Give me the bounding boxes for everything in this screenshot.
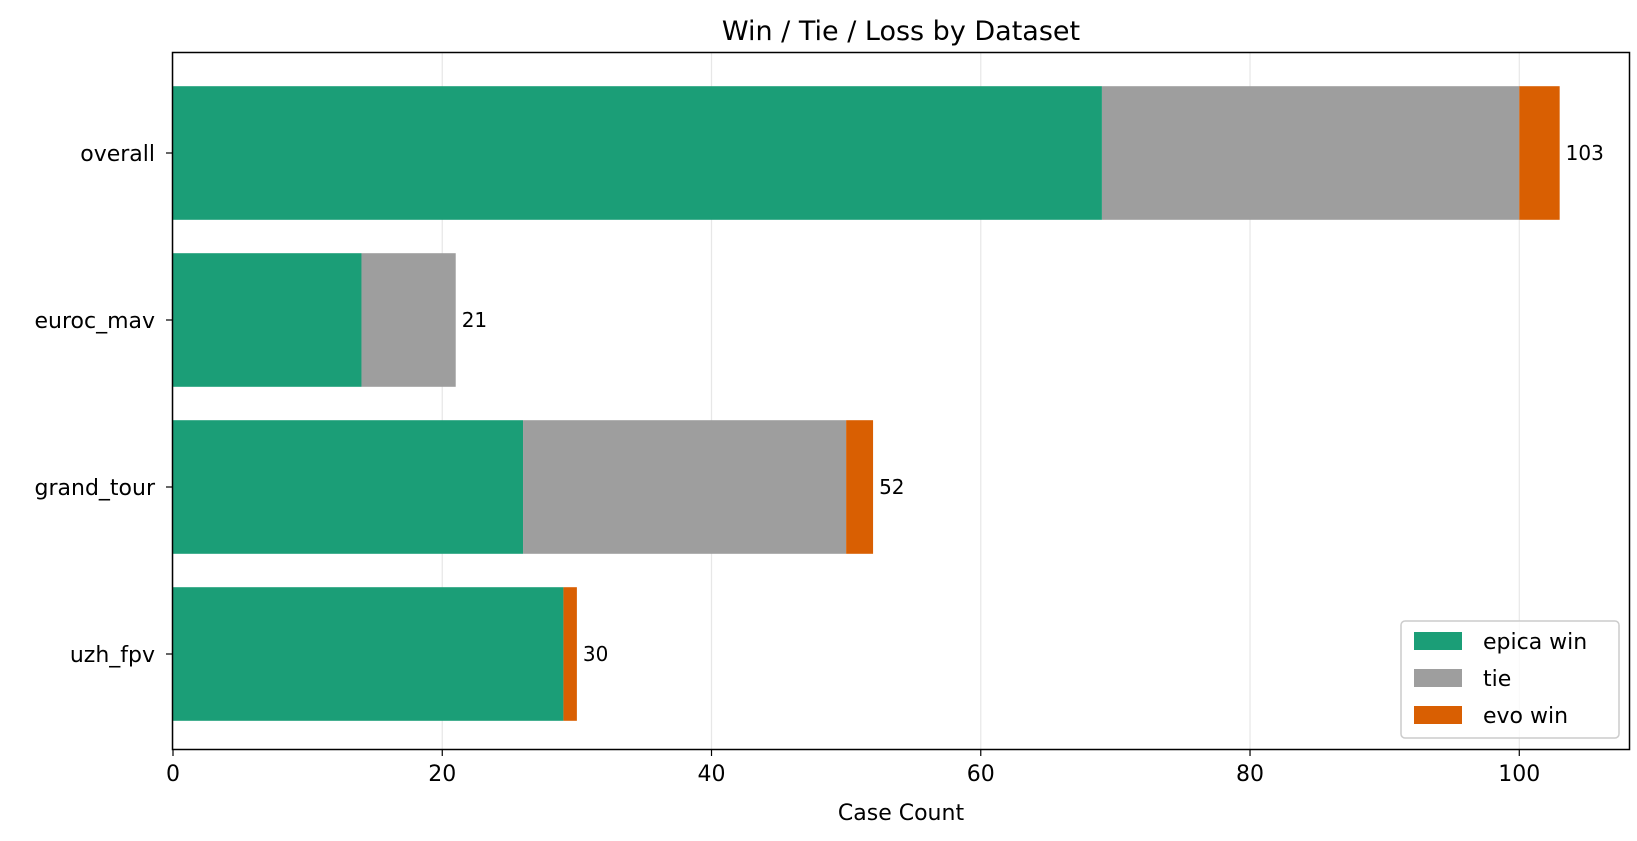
bar-evo-win-grand-tour	[846, 420, 874, 554]
legend: epica win tie evo win	[1400, 620, 1620, 739]
bar-evo-win-uzh-fpv	[563, 587, 577, 721]
x-tick-label: 40	[698, 762, 726, 787]
bar-tie-overall	[1101, 86, 1520, 220]
y-tick-label: uzh_fpv	[70, 643, 155, 668]
y-tick-label: overall	[80, 142, 155, 167]
legend-label: tie	[1483, 667, 1511, 692]
y-tick-label: euroc_mav	[34, 309, 155, 334]
x-axis-label: Case Count	[838, 801, 965, 826]
bar-epica-win-grand-tour	[173, 420, 524, 554]
legend-swatch	[1414, 669, 1462, 687]
bar-tie-euroc-mav	[361, 253, 456, 387]
bar-evo-win-overall	[1519, 86, 1560, 220]
bar-tie-grand-tour	[523, 420, 847, 554]
y-axis-ticks: overall euroc_mav grand_tour uzh_fpv	[34, 142, 173, 668]
x-tick-label: 20	[428, 762, 456, 787]
y-tick-label: grand_tour	[35, 476, 156, 501]
bars	[173, 86, 1560, 721]
bar-epica-win-uzh-fpv	[173, 587, 564, 721]
bar-epica-win-euroc-mav	[173, 253, 362, 387]
total-label: 103	[1566, 141, 1604, 165]
plot-frame	[171, 51, 1631, 751]
x-tick-label: 100	[1498, 762, 1540, 787]
legend-swatch	[1414, 706, 1462, 724]
bar-epica-win-overall	[173, 86, 1102, 220]
x-tick-label: 80	[1236, 762, 1264, 787]
x-tick-label: 0	[166, 762, 180, 787]
chart-title: Win / Tie / Loss by Dataset	[722, 16, 1080, 47]
total-labels: 103 21 52 30	[462, 141, 1604, 666]
total-label: 30	[583, 642, 608, 666]
total-label: 21	[462, 308, 487, 332]
total-label: 52	[879, 475, 904, 499]
legend-label: epica win	[1483, 630, 1587, 655]
x-axis-ticks: 0 20 40 60 80 100	[166, 749, 1540, 787]
x-tick-label: 60	[967, 762, 995, 787]
legend-swatch	[1414, 632, 1462, 650]
legend-label: evo win	[1483, 704, 1568, 729]
